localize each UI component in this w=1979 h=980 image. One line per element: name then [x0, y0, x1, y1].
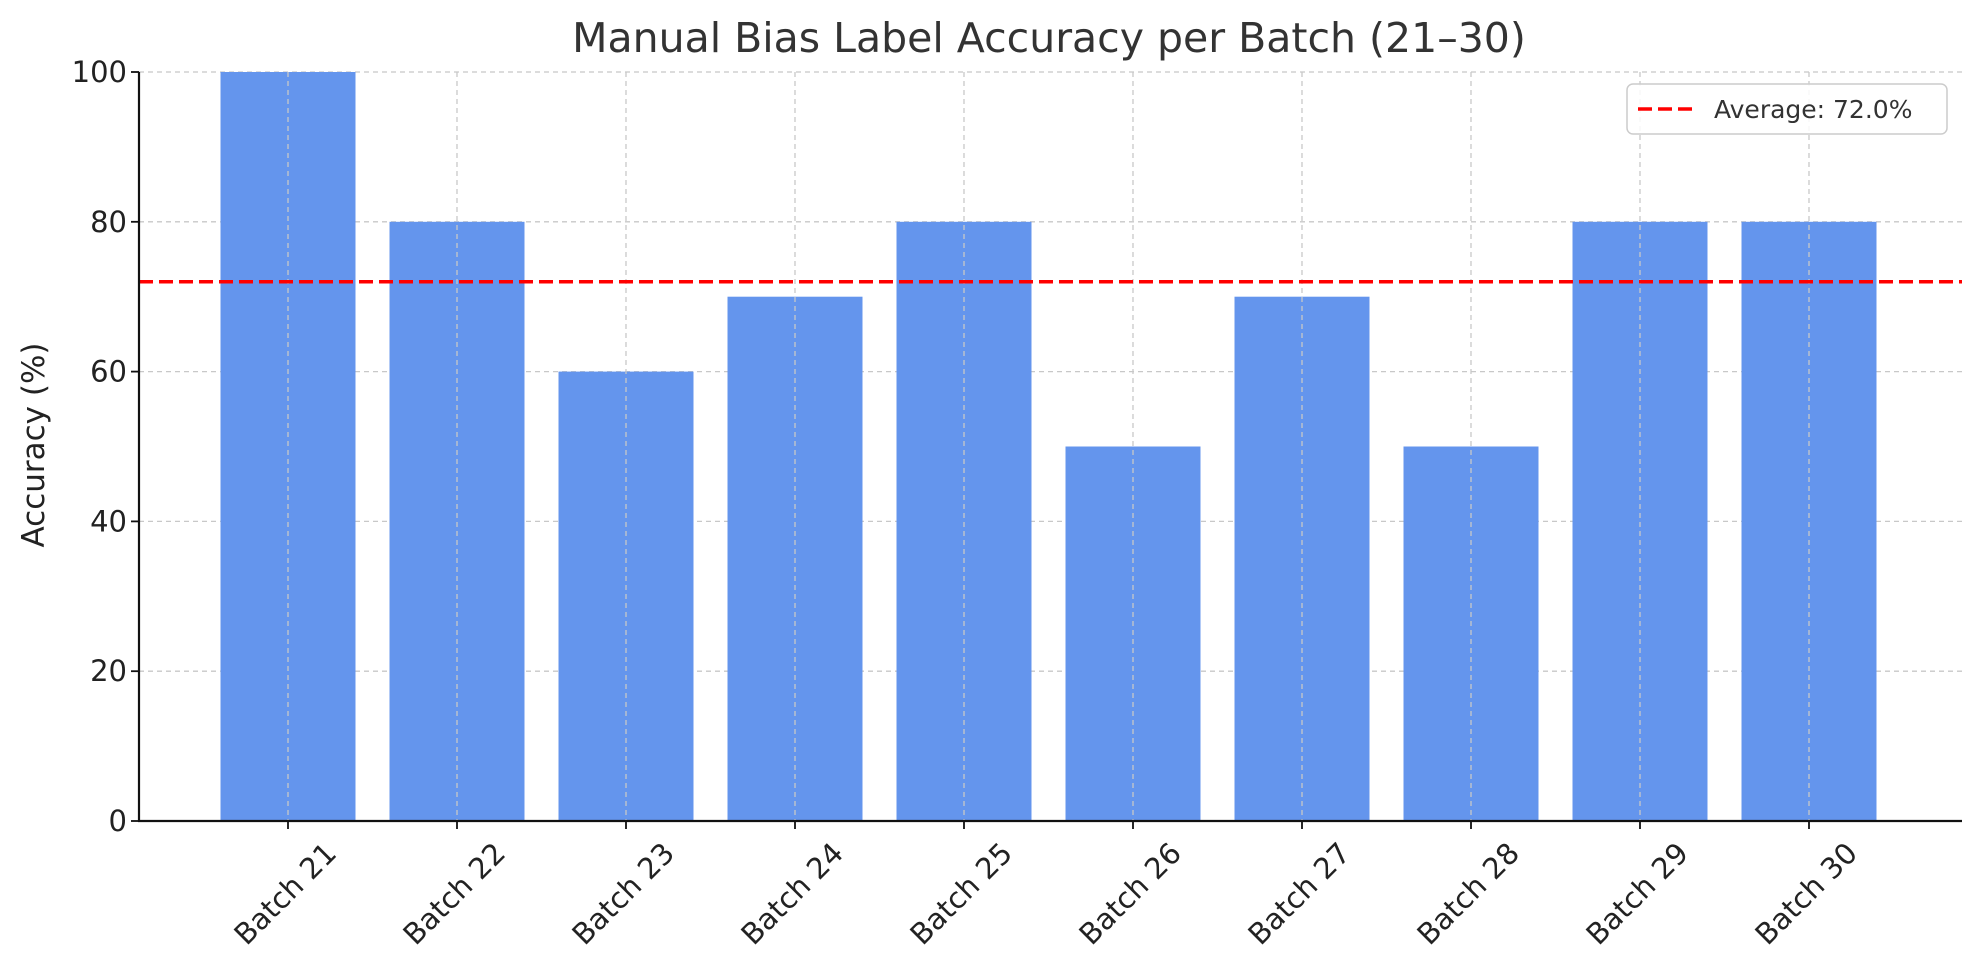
y-axis-label: Accuracy (%) — [16, 342, 52, 547]
legend-box — [1626, 83, 1948, 135]
y-tick-label: 60 — [90, 355, 127, 389]
y-tick-label: 0 — [109, 804, 127, 838]
legend-entry-average: Average: 72.0% — [1714, 95, 1912, 124]
grid-lines — [139, 71, 1962, 672]
bars — [220, 72, 1877, 822]
chart-title: Manual Bias Label Accuracy per Batch (21… — [572, 14, 1526, 62]
legend: Average: 72.0% — [1626, 83, 1948, 135]
axes — [131, 71, 1962, 829]
y-tick-label: 100 — [72, 55, 127, 89]
y-tick-label: 80 — [90, 205, 127, 239]
y-tick-label: 40 — [90, 504, 127, 538]
y-tick-label: 20 — [90, 654, 127, 688]
